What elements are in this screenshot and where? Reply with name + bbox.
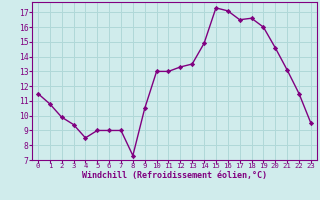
X-axis label: Windchill (Refroidissement éolien,°C): Windchill (Refroidissement éolien,°C) [82,171,267,180]
